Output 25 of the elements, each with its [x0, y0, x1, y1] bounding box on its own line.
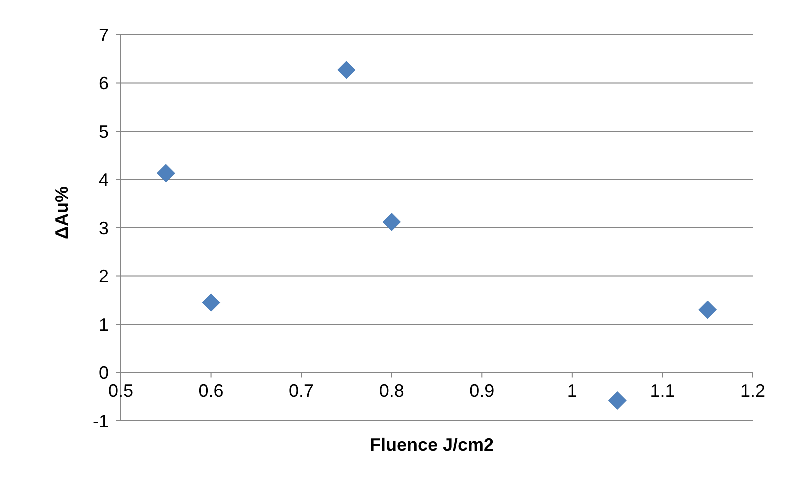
y-tick-label: 3: [98, 218, 109, 238]
point: [382, 212, 402, 232]
point: [156, 164, 176, 183]
y-tick-label: 5: [98, 122, 109, 142]
point: [698, 300, 718, 320]
x-tick-label: 1.1: [650, 380, 676, 401]
x-tick-label: 1.2: [740, 380, 766, 401]
x-tick-label: 0.6: [198, 380, 224, 401]
y-tick-label: 2: [98, 266, 109, 287]
point: [337, 60, 356, 80]
y-tick-label: 6: [98, 74, 109, 94]
x-tick-label: 0.5: [108, 380, 134, 401]
x-axis-title: Fluence J/cm2: [370, 435, 494, 455]
y-tick-label: 4: [98, 170, 109, 190]
y-tick-label: 7: [98, 25, 109, 46]
point: [608, 391, 627, 410]
point: [202, 294, 221, 312]
y-tick-label: -1: [92, 411, 109, 432]
y-tick-label: 0: [98, 363, 109, 384]
x-tick-label: 0.9: [470, 380, 495, 401]
x-tick-label: 0.8: [379, 380, 404, 401]
y-tick-label: 1: [98, 314, 109, 335]
y-axis-title: ΔAu%: [52, 186, 72, 240]
x-tick-label: 1: [567, 380, 578, 401]
x-tick-label: 0.7: [289, 380, 314, 401]
